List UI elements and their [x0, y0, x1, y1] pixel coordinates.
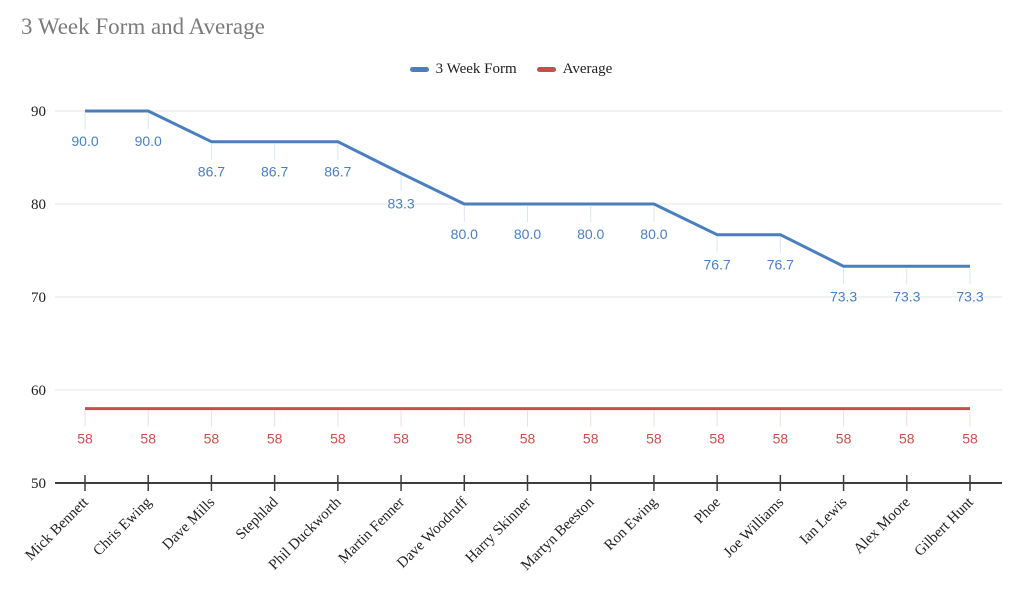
series-line-3-week-form	[85, 109, 970, 268]
x-category-label: Dave Mills	[160, 494, 219, 553]
x-category-label: Ian Lewis	[797, 494, 851, 548]
data-label: 90.0	[71, 133, 98, 149]
data-label: 58	[773, 431, 789, 447]
y-tick-label: 60	[31, 383, 46, 399]
x-category-label: Joe Williams	[721, 494, 787, 560]
x-category-label: Alex Moore	[851, 494, 914, 557]
data-label: 76.7	[767, 257, 794, 273]
data-label: 73.3	[893, 288, 920, 304]
data-label: 80.0	[514, 226, 541, 242]
data-label: 58	[330, 431, 346, 447]
data-label: 90.0	[135, 133, 162, 149]
data-label: 58	[520, 431, 536, 447]
data-label: 86.7	[261, 164, 288, 180]
x-category-label: Phoe	[691, 494, 724, 527]
data-label: 58	[267, 431, 283, 447]
chart-title: 3 Week Form and Average	[21, 14, 265, 39]
data-label: 58	[709, 431, 725, 447]
legend-label-average: Average	[562, 61, 613, 77]
data-label: 58	[393, 431, 409, 447]
data-label: 80.0	[451, 226, 478, 242]
data-label: 86.7	[324, 164, 351, 180]
legend-item-3-week-form: 3 Week Form	[409, 61, 517, 78]
y-tick-label: 80	[31, 197, 46, 213]
x-category-label: Harry Skinner	[463, 495, 535, 567]
data-label: 58	[836, 431, 852, 447]
x-category-label: Stephlad	[233, 494, 282, 543]
data-label: 58	[77, 431, 93, 447]
data-label: 58	[583, 431, 599, 447]
chart-legend: 3 Week Form Average	[0, 61, 1022, 78]
y-tick-label: 90	[31, 104, 46, 120]
data-label: 58	[899, 431, 915, 447]
x-category-label: Chris Ewing	[90, 494, 155, 559]
legend-swatch-3-week-form	[409, 67, 429, 72]
data-label: 86.7	[198, 164, 225, 180]
data-label: 83.3	[387, 195, 414, 211]
data-label: 73.3	[830, 288, 857, 304]
data-label: 58	[962, 431, 978, 447]
data-label: 76.7	[704, 257, 731, 273]
x-category-label: Gilbert Hunt	[912, 494, 978, 560]
legend-swatch-average	[536, 67, 556, 72]
x-category-label: Ron Ewing	[601, 494, 661, 554]
data-label: 58	[646, 431, 662, 447]
data-label: 58	[456, 431, 472, 447]
legend-label-3-week-form: 3 Week Form	[435, 61, 517, 77]
data-label: 58	[204, 431, 220, 447]
data-label: 73.3	[956, 288, 983, 304]
y-tick-label: 70	[31, 290, 46, 306]
data-label: 80.0	[577, 226, 604, 242]
y-tick-label: 50	[31, 476, 46, 492]
data-label: 80.0	[640, 226, 667, 242]
data-label: 58	[140, 431, 156, 447]
x-category-label: Mick Bennett	[22, 494, 92, 564]
legend-item-average: Average	[536, 61, 613, 78]
